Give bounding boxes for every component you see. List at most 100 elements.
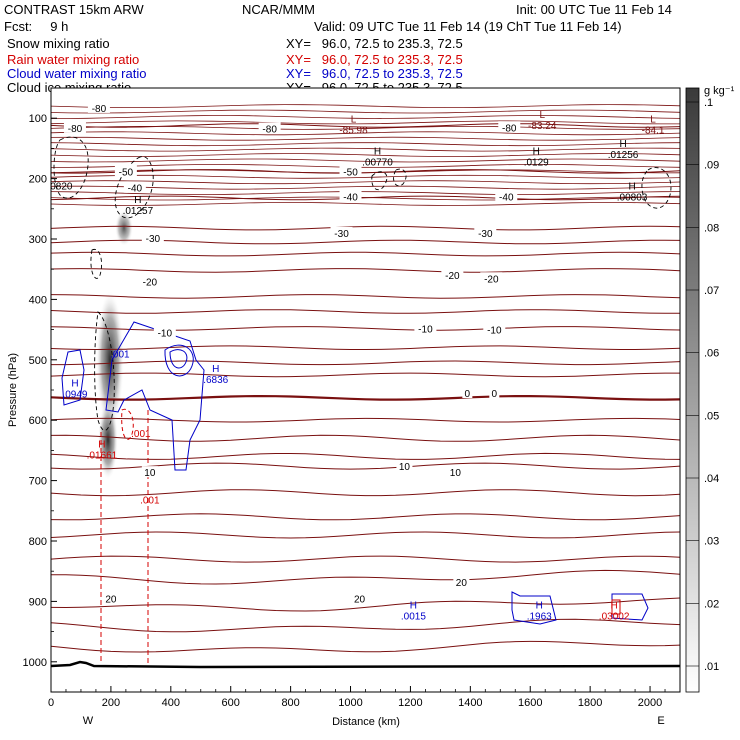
ice-contour-left [53, 136, 89, 199]
isotherm-label: -40 [499, 193, 514, 204]
isotherm-label: -10 [158, 329, 173, 340]
isotherm-line [51, 513, 680, 521]
isotherm-label: 20 [354, 594, 366, 605]
isotherm-label-bg [138, 275, 161, 287]
y-axis: 100 200 300 400 500 600 700 800 900 1000 [23, 87, 57, 693]
surface-line [51, 660, 680, 669]
y-tick-label: 1000 [23, 657, 47, 669]
snow-contour-main [94, 311, 115, 431]
extremum-value: .0015 [401, 612, 426, 623]
ice-contour-upper [114, 156, 154, 219]
extremum-value: .1963 [527, 612, 552, 623]
x-tick-label: 200 [102, 697, 120, 709]
cloud-water-contour-east [511, 591, 557, 625]
extremum-value: .0949 [62, 389, 87, 400]
cloud-water-contour-main [105, 321, 205, 471]
isotherm-labels: -80 -80 -80 -80 -50 -50 -40 -40 -40 -30 -30 -30 -20 -… [63, 101, 521, 605]
isotherm-label-bg [441, 269, 464, 281]
isotherm-label-bg [495, 190, 518, 202]
x-tick-label: 1400 [458, 697, 482, 709]
x-tick-label: 400 [162, 697, 180, 709]
snow-shading-upper [115, 210, 133, 246]
colorbar-tick-label: .05 [704, 410, 719, 422]
isotherm-label: 10 [450, 468, 462, 479]
colorbar-tick-label: .02 [704, 598, 719, 610]
isotherm-label-bg [447, 466, 464, 478]
extremum-value: .03002 [599, 612, 630, 623]
y-tick-label: 500 [29, 355, 47, 367]
isotherm-line--50 [51, 169, 680, 174]
x-tick-label: 1200 [398, 697, 422, 709]
colorbar-tick-label: .01 [704, 661, 719, 673]
header-init: Init: 00 UTC Tue 11 Feb 14 [516, 2, 672, 17]
extremum-mark: H [134, 195, 141, 206]
colorbar: g kg⁻¹ .01 .02 .03 .04 .05 .06 .07 .08 .09 .1 [685, 85, 735, 693]
snow-contour-small [90, 248, 103, 279]
upper-isotherm-line [51, 153, 680, 157]
extremum-value: .00770 [362, 157, 393, 168]
isotherm-line--30 [51, 225, 680, 231]
extremum-mark: H [628, 181, 635, 192]
isotherm-label-bg [474, 226, 497, 238]
isotherm-line [51, 640, 680, 653]
isotherm-label: 0 [492, 389, 498, 400]
isotherm-line [51, 372, 680, 378]
isotherm-label-bg [351, 592, 368, 604]
isotherm-line [51, 417, 680, 423]
extremum-value: -85.98 [339, 125, 368, 136]
isotherm-label: -10 [487, 326, 502, 337]
extremum-value: .001 [110, 350, 130, 361]
isotherm-line [51, 294, 680, 299]
extremum-mark: H [374, 146, 381, 157]
extremum-value: .001 [140, 496, 160, 507]
upper-isotherm-line [51, 104, 680, 108]
y-tick-label: 200 [29, 174, 47, 186]
colorbar-tick-label: .08 [704, 222, 719, 234]
upper-isotherm-line [51, 131, 680, 136]
isotherm-label-bg [153, 326, 176, 338]
header-forecast: Fcst: 9 h [4, 19, 68, 34]
header-center: NCAR/MMM [242, 2, 315, 17]
upper-isotherm-line [51, 174, 680, 179]
y-tick-label: 300 [29, 234, 47, 246]
extremum-mark: H [533, 146, 540, 157]
x-tick-label: 1000 [338, 697, 362, 709]
isotherm-label-bg [483, 323, 506, 335]
plot-area: -80 -80 -80 -80 -50 -50 -40 -40 -40 -30 -30 -30 -20 -… [47, 88, 680, 692]
isotherm-label-bg [414, 322, 437, 334]
cloud-water-contour-left [61, 349, 85, 406]
isotherm-label-bg [114, 165, 137, 177]
isotherm-label-bg [141, 231, 164, 243]
y-tick-label: 100 [29, 113, 47, 125]
colorbar-tick-label: .04 [704, 473, 719, 485]
isotherm-label: 0 [465, 389, 471, 400]
upper-isotherm-line [51, 120, 680, 125]
snow-shading-main [96, 290, 124, 430]
x-axis-label: Distance (km) [332, 716, 400, 728]
isotherm-line [51, 555, 680, 563]
isotherm-label-bg [141, 466, 158, 478]
extremum-mark: H [536, 601, 543, 612]
isotherm-label: -50 [119, 167, 134, 178]
isotherm-label: -80 [502, 123, 517, 134]
extremum-value: -83.24 [528, 121, 557, 132]
isotherm-line [51, 360, 680, 366]
cloud-water-contour-inner2 [164, 344, 194, 377]
legend-rain-xy: XY= 96.0, 72.5 to 235.3, 72.5 [286, 52, 463, 67]
isotherm-label-bg [396, 460, 413, 472]
isotherm-label: -40 [128, 184, 143, 195]
isotherm-line [51, 309, 680, 314]
extremum-value: .0820 [47, 182, 72, 193]
isotherm-line [51, 251, 680, 257]
ice-contour-mid2 [393, 168, 407, 187]
isotherm-label: -20 [143, 277, 158, 288]
extremum-value: .001 [131, 429, 151, 440]
x-tick-label: 800 [281, 697, 299, 709]
y-tick-label: 700 [29, 476, 47, 488]
upper-isotherm-line [51, 142, 680, 147]
isotherm-line [51, 345, 680, 351]
legend-snow-xy: XY= 96.0, 72.5 to 235.3, 72.5 [286, 36, 463, 51]
extremum-mark: H [410, 601, 417, 612]
x-endpoint-west: W [83, 715, 94, 727]
